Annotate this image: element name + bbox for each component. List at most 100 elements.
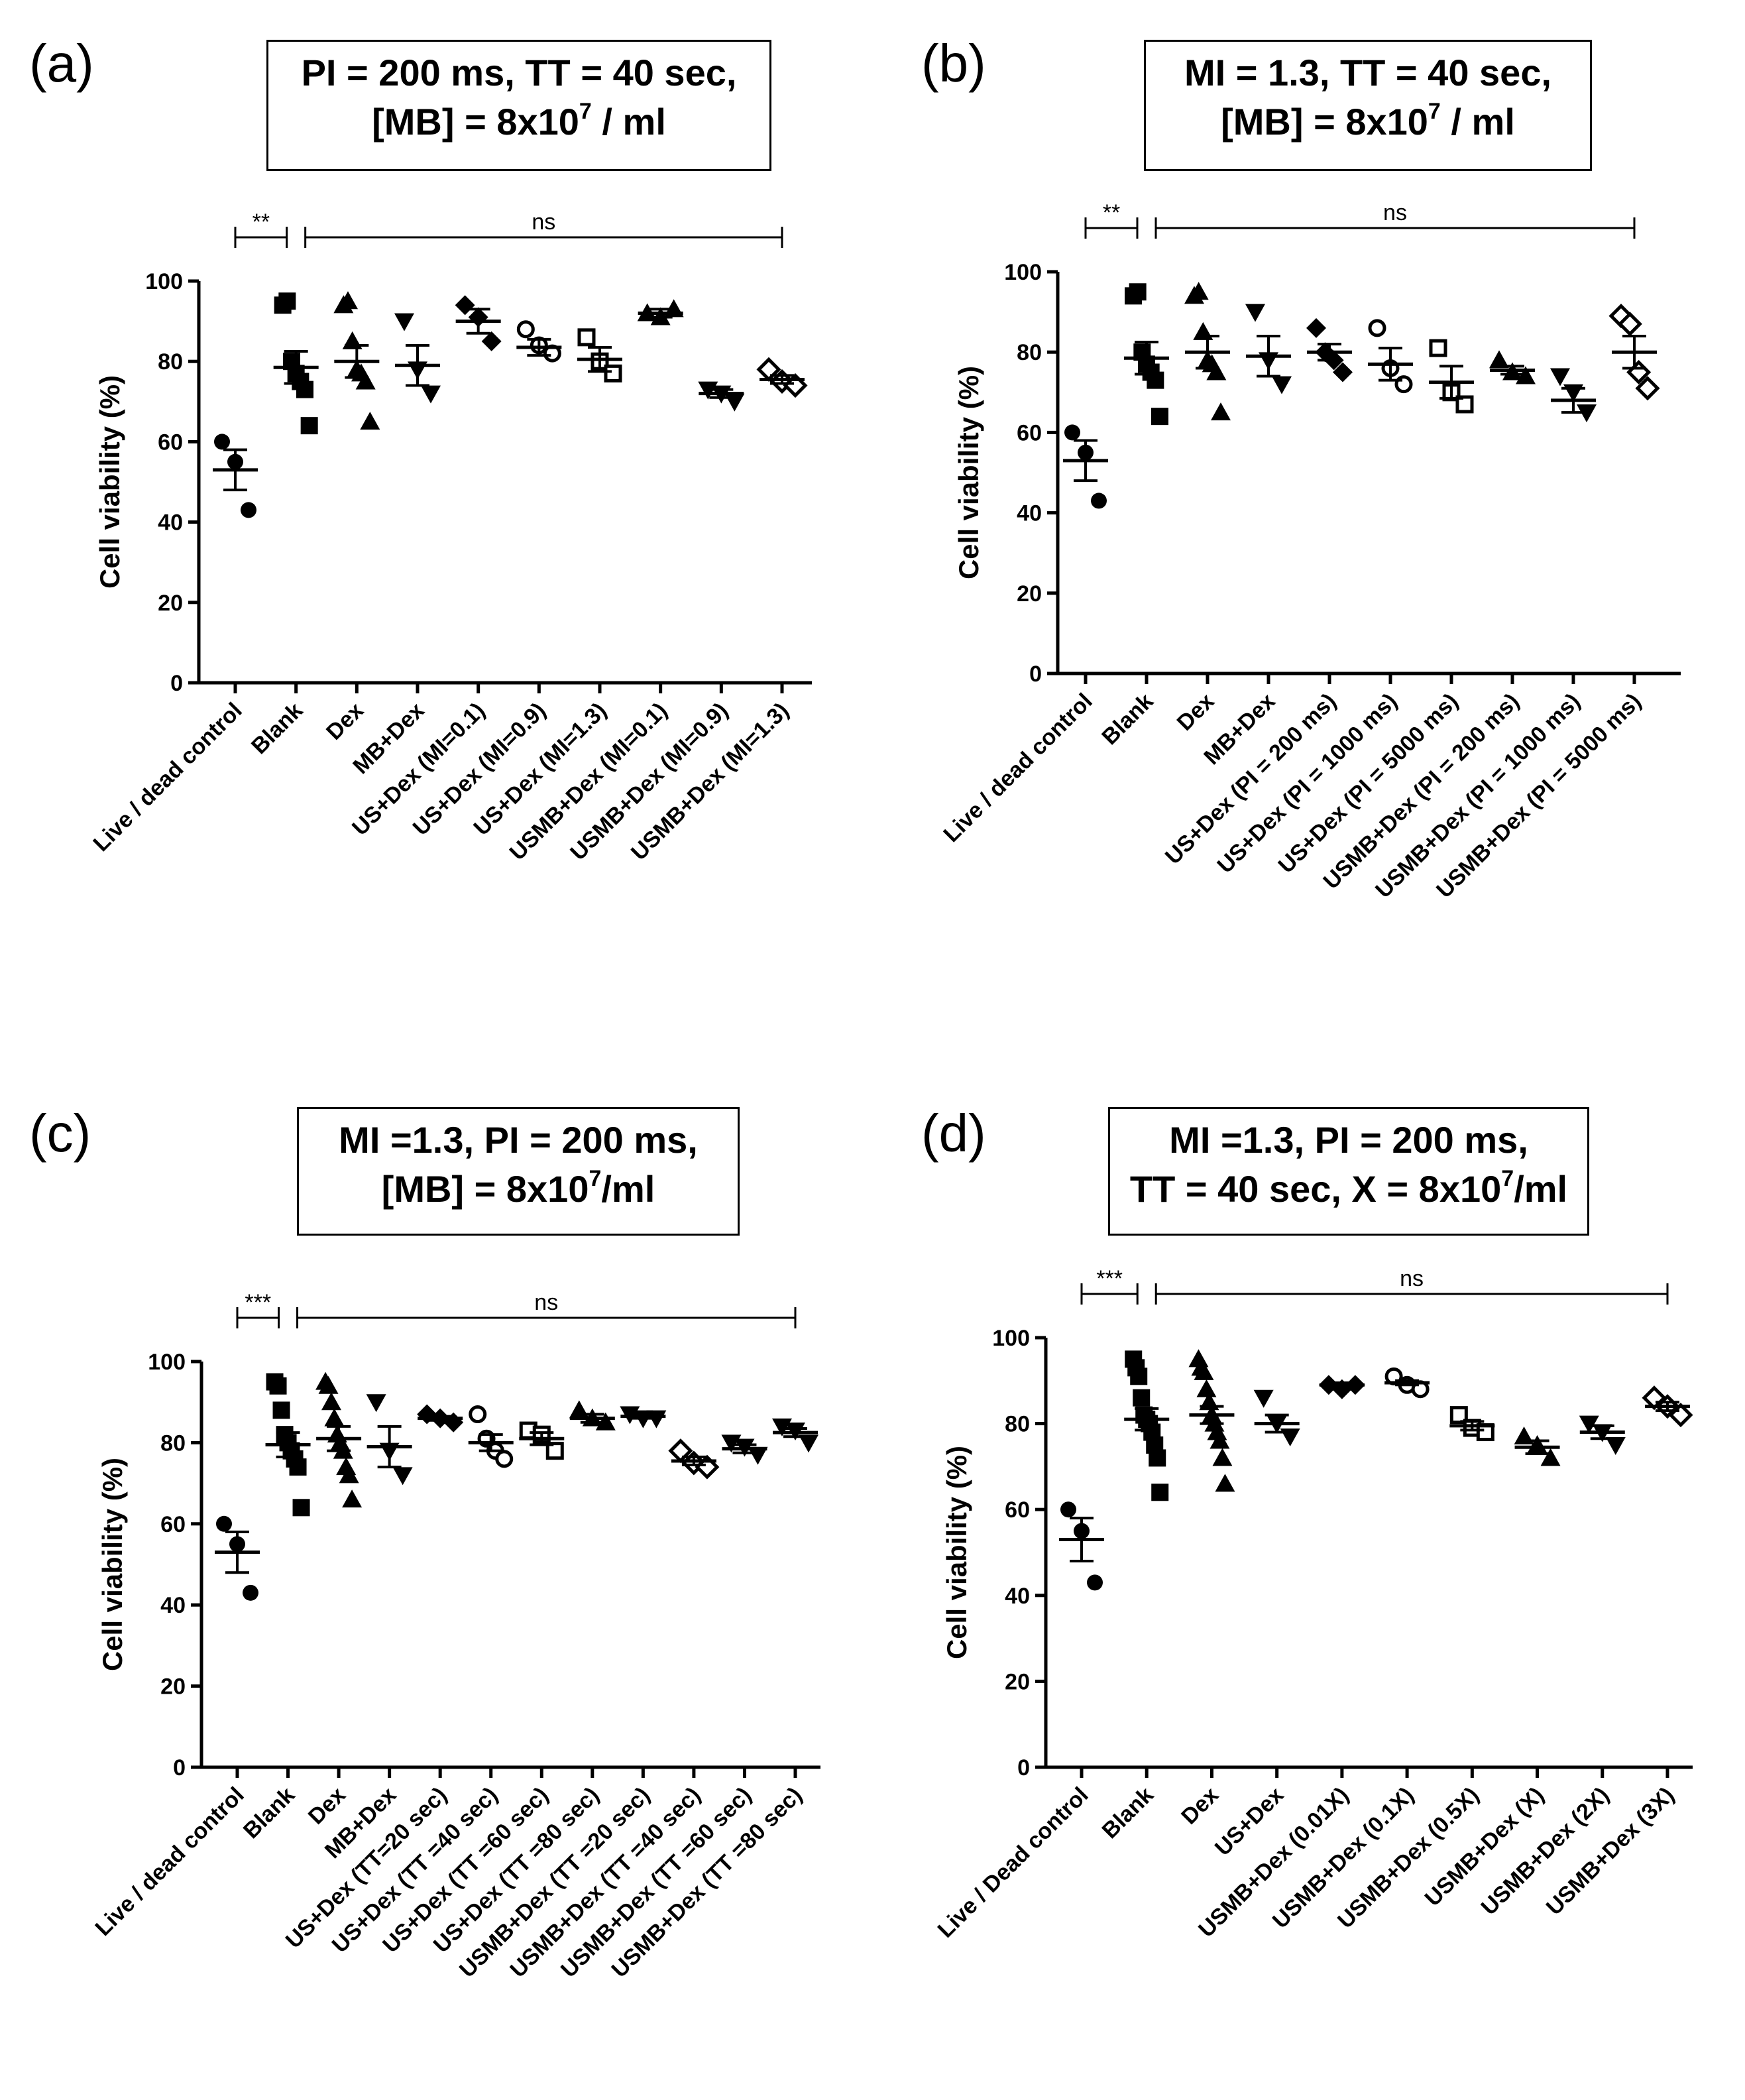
data-point <box>577 328 596 347</box>
y-tick-label: 20 <box>1005 1669 1030 1694</box>
data-point <box>1194 1362 1214 1380</box>
panel-label: (b) <box>921 34 986 93</box>
y-tick-label: 60 <box>160 1512 186 1537</box>
data-point <box>1605 1437 1626 1455</box>
y-tick-label: 80 <box>160 1430 186 1456</box>
data-point <box>1130 1368 1148 1385</box>
data-point <box>1306 318 1326 338</box>
y-tick-label: 20 <box>158 591 183 616</box>
data-point <box>1064 424 1080 441</box>
x-category-label: Dex <box>321 698 368 745</box>
significance-label: ns <box>1400 1266 1424 1291</box>
y-tick-label: 80 <box>1017 340 1042 365</box>
data-point <box>495 1450 514 1468</box>
data-point <box>1133 1389 1151 1407</box>
scatter-plot: 0 20 40 60 80 100 Cell viability (%) Live / dea… <box>88 209 812 865</box>
condition-unit: /ml <box>601 1168 655 1210</box>
y-tick-label: 40 <box>158 510 183 536</box>
data-point <box>269 1377 287 1395</box>
x-category-label: Live / dead control <box>938 689 1097 847</box>
condition-text: [MB] = 8x10 <box>1221 101 1428 143</box>
condition-line-1: MI =1.3, PI = 200 ms, <box>339 1119 698 1161</box>
x-category-label: Blank <box>239 1782 300 1843</box>
data-point <box>360 412 380 430</box>
data-point <box>1617 312 1642 337</box>
data-point <box>604 364 622 382</box>
y-tick-label: 80 <box>158 349 183 375</box>
panel-b: (b) MI = 1.3, TT = 40 sec, [MB] = 8x107 … <box>872 0 1744 1050</box>
data-point <box>1449 1406 1468 1425</box>
data-point <box>1087 1574 1103 1591</box>
data-point <box>1429 339 1447 357</box>
data-point <box>516 320 535 339</box>
y-tick-label: 100 <box>145 269 183 294</box>
y-tick-label: 80 <box>1005 1412 1030 1437</box>
panel-label: (d) <box>921 1104 986 1163</box>
condition-box: MI = 1.3, TT = 40 sec, [MB] = 8x107 / ml <box>1144 40 1592 171</box>
data-point <box>318 1375 339 1394</box>
data-point <box>748 1446 768 1465</box>
condition-line-1: MI =1.3, PI = 200 ms, <box>1169 1119 1528 1161</box>
data-point <box>1206 362 1227 380</box>
y-tick-label: 60 <box>1017 420 1042 445</box>
data-point <box>1151 1484 1169 1501</box>
y-tick-label: 60 <box>1005 1497 1030 1523</box>
significance-label: ns <box>534 1290 558 1315</box>
y-tick-label: 0 <box>1017 1755 1030 1780</box>
data-point <box>455 295 475 316</box>
x-category-label: Live / Dead control <box>933 1782 1094 1943</box>
data-point <box>1091 493 1107 509</box>
condition-text: [MB] = 8x10 <box>372 101 579 143</box>
y-tick-label: 40 <box>1005 1584 1030 1609</box>
significance-label: ns <box>1383 200 1407 225</box>
data-point <box>324 1408 345 1427</box>
condition-text: TT = 40 sec, X = 8x10 <box>1129 1168 1502 1210</box>
data-point <box>1635 376 1660 401</box>
panel-label: (a) <box>29 34 94 93</box>
y-tick-label: 40 <box>1017 501 1042 526</box>
data-point <box>278 292 296 310</box>
data-point <box>342 1489 363 1508</box>
condition-unit: / ml <box>591 101 666 143</box>
y-tick-label: 0 <box>173 1755 186 1780</box>
data-point <box>1129 283 1147 301</box>
y-tick-label: 0 <box>170 671 183 696</box>
data-point <box>595 1412 616 1430</box>
scatter-plot: 0 20 40 60 80 100 Cell viability (%) Live / dea… <box>90 1290 820 1983</box>
x-category-label: Blank <box>247 698 308 759</box>
panel-c: (c) MI =1.3, PI = 200 ms, [MB] = 8x107/m… <box>0 1050 872 2100</box>
data-point <box>1577 404 1597 423</box>
significance-label: ns <box>532 209 555 235</box>
data-point <box>1272 376 1292 394</box>
data-point <box>1210 1430 1230 1449</box>
significance-label: *** <box>245 1290 271 1315</box>
data-point <box>417 1404 437 1425</box>
x-category-label: Dex <box>1176 1782 1223 1830</box>
condition-unit: /ml <box>1514 1168 1568 1210</box>
panel-label: (c) <box>29 1104 91 1163</box>
data-point <box>392 1467 413 1486</box>
data-point <box>394 313 414 331</box>
data-point <box>339 1465 359 1484</box>
data-point <box>272 1401 290 1419</box>
condition-line-2: [MB] = 8x107/ml <box>299 1165 738 1214</box>
scatter-plot: 0 20 40 60 80 100 Cell viability (%) Live / dea… <box>938 200 1681 903</box>
data-point <box>321 1392 341 1411</box>
y-tick-label: 100 <box>1004 260 1042 285</box>
condition-line-2: [MB] = 8x107 / ml <box>268 97 769 146</box>
data-point <box>292 1499 310 1517</box>
data-point <box>469 1405 487 1424</box>
data-point <box>1253 1389 1274 1408</box>
panel-a: (a) PI = 200 ms, TT = 40 sec, [MB] = 8x1… <box>0 0 872 1050</box>
data-point <box>481 331 502 351</box>
condition-exponent: 7 <box>579 99 592 124</box>
condition-box: MI =1.3, PI = 200 ms, TT = 40 sec, X = 8… <box>1108 1107 1589 1236</box>
data-point <box>1196 1379 1217 1397</box>
condition-line-2: TT = 40 sec, X = 8x107/ml <box>1110 1165 1587 1214</box>
data-point <box>1060 1501 1076 1518</box>
data-point <box>338 291 358 310</box>
significance-label: ** <box>253 209 270 235</box>
data-point <box>1211 402 1231 421</box>
data-point <box>1455 395 1474 414</box>
condition-line-1: MI = 1.3, TT = 40 sec, <box>1184 52 1552 93</box>
